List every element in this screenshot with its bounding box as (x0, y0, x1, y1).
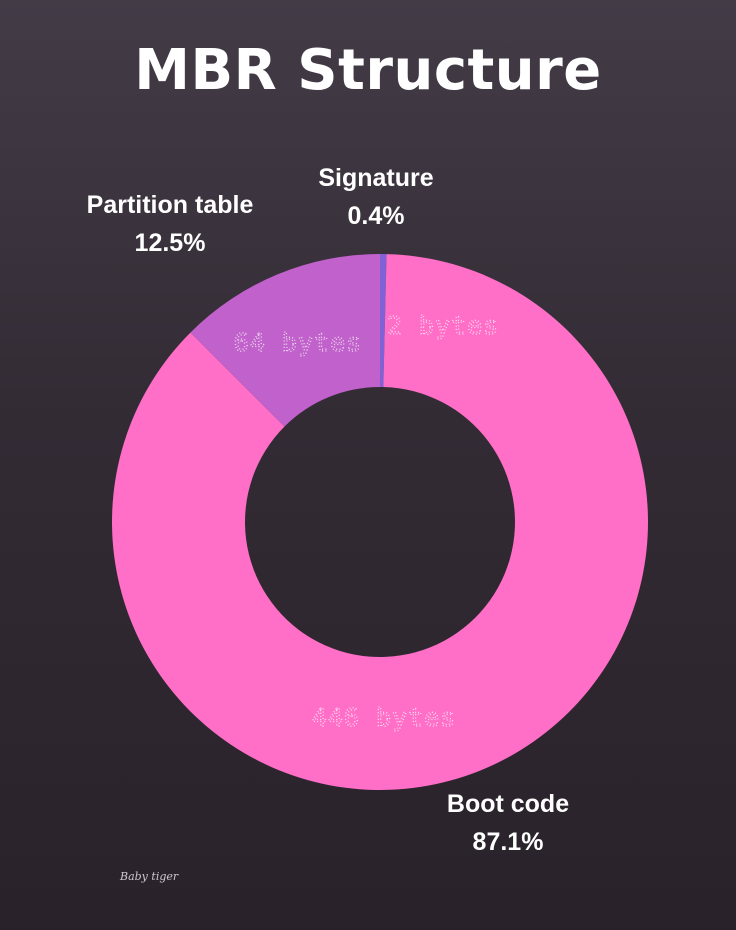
slice-signature (380, 254, 387, 388)
slice-name-label: Partition table (87, 191, 254, 219)
slice-percent-label: 87.1% (473, 828, 544, 856)
slice-percent-label: 12.5% (135, 229, 206, 257)
slice-boot-code (112, 254, 648, 791)
slice-percent-label: 0.4% (348, 202, 405, 230)
slice-name-label: Boot code (447, 790, 569, 818)
value-label-signature: 2 bytes (387, 311, 499, 340)
slice-name-label: Signature (318, 164, 433, 192)
value-label-boot-code: 446 bytes (312, 703, 456, 732)
signature-text: Baby tiger (120, 870, 179, 883)
slice-partition-table (190, 254, 380, 427)
value-label-partition-table: 64 bytes (234, 328, 362, 357)
chart-title: MBR Structure (134, 38, 602, 103)
